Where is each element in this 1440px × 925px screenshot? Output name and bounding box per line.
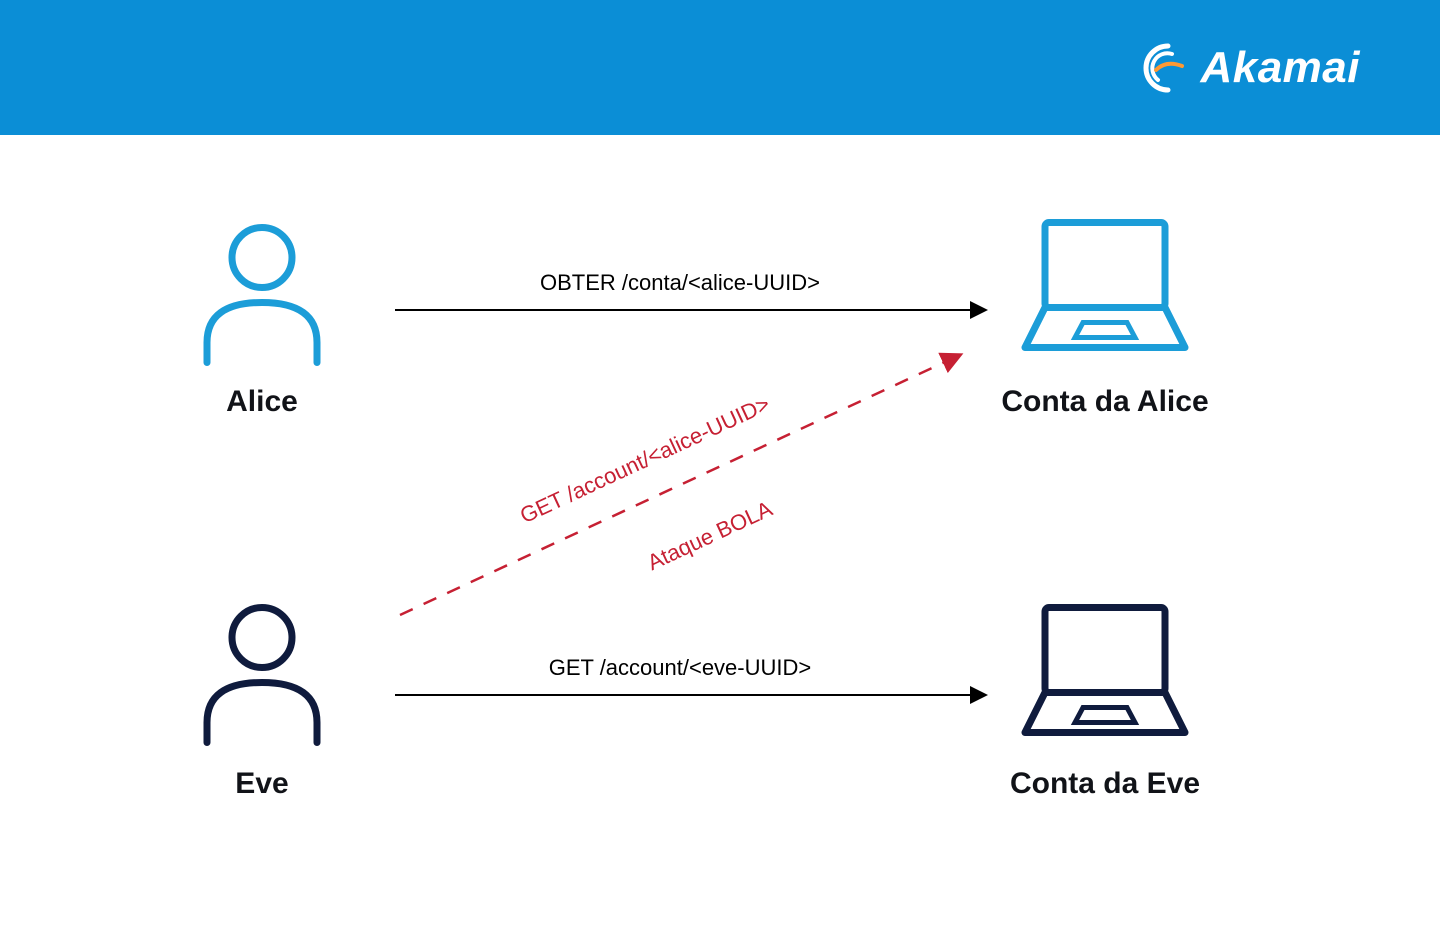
brand-logo: Akamai <box>1138 40 1360 96</box>
header-bar: Akamai <box>0 0 1440 135</box>
node-label-alice: Alice <box>226 385 298 419</box>
edge-label-attack-top: GET /account/<alice-UUID> <box>516 391 774 529</box>
brand-name: Akamai <box>1200 43 1360 93</box>
edge-label-attack-bottom: Ataque BOLA <box>644 496 777 576</box>
node-label-eve: Eve <box>235 767 288 801</box>
edge-label-eve: GET /account/<eve-UUID> <box>549 655 812 681</box>
diagram-canvas: Alice Eve Conta da Alice Conta da Eve <box>0 135 1440 925</box>
person-icon-eve <box>192 598 332 753</box>
laptop-icon-eve <box>1015 598 1195 753</box>
node-label-eve-account: Conta da Eve <box>1010 767 1200 801</box>
laptop-icon-alice <box>1015 213 1195 368</box>
node-label-alice-account: Conta da Alice <box>1001 385 1208 419</box>
person-icon-alice <box>192 218 332 373</box>
edge-attack <box>400 355 960 615</box>
edge-label-alice: OBTER /conta/<alice-UUID> <box>540 270 820 296</box>
akamai-wave-icon <box>1138 40 1194 96</box>
